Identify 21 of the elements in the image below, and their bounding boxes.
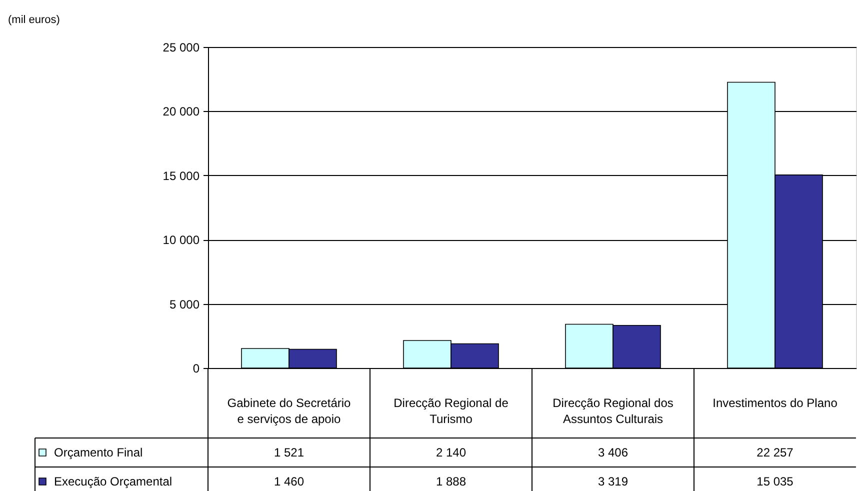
y-tick-label: 25 000 [162,40,200,54]
data-label: 1 460 [274,474,304,488]
x-tick-label: Gabinete do Secretário e serviços de apoio [227,396,352,426]
data-label: 1 888 [436,474,466,488]
y-tick-label: 5 000 [169,297,200,312]
data-label: 2 140 [436,446,466,460]
data-label: 15 035 [756,474,794,488]
legend-label: Execução Orçamental [54,474,172,488]
y-tick-label: 20 000 [162,104,200,119]
data-label: 22 257 [756,446,794,460]
x-tick-label: Direcção Regional de Turismo [394,396,509,426]
data-label: 3 406 [598,446,628,460]
legend-label: Orçamento Final [54,446,143,460]
data-label: 3 319 [598,474,628,488]
text: (mil euros) [8,14,60,26]
y-tick-label: 0 [192,362,200,376]
x-tick-label: Direcção Regional dos Assuntos Culturais [552,396,674,426]
data-label: 1 521 [274,446,304,460]
x-tick-label: Investimentos do Plano [712,396,838,410]
y-tick-label: 10 000 [162,233,200,248]
y-tick-label: 15 000 [162,168,200,183]
